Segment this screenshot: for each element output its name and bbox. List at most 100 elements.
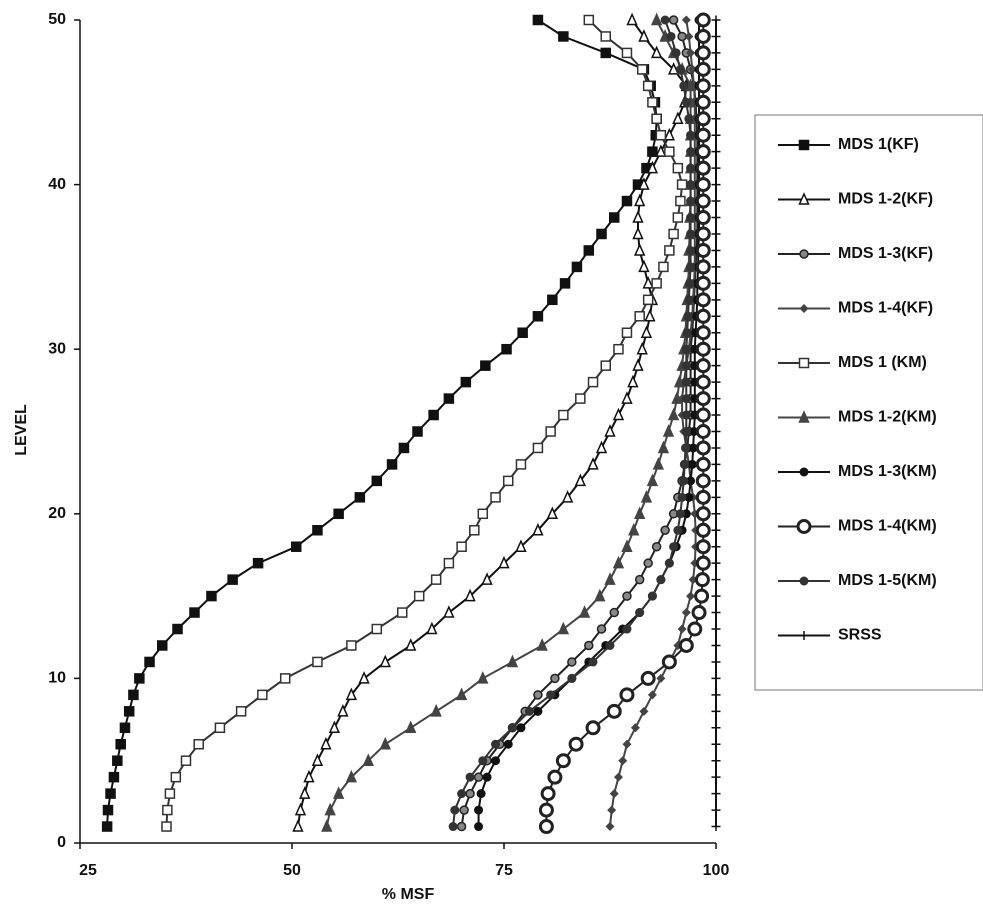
- marker: [320, 736, 332, 750]
- marker: [711, 163, 721, 173]
- legend-label: MDS 1-2(KF): [838, 191, 933, 208]
- marker: [646, 473, 659, 487]
- marker: [669, 542, 679, 552]
- marker: [469, 525, 480, 536]
- marker: [532, 522, 544, 536]
- marker: [681, 377, 691, 387]
- marker: [647, 690, 657, 700]
- marker: [180, 755, 192, 766]
- marker: [695, 407, 711, 423]
- marker: [459, 805, 469, 815]
- x-tick-label: 75: [495, 862, 513, 879]
- marker: [681, 344, 691, 354]
- marker: [292, 819, 304, 832]
- marker: [477, 508, 489, 520]
- marker: [711, 147, 721, 157]
- marker: [672, 212, 684, 223]
- marker: [235, 706, 247, 717]
- marker: [798, 139, 810, 151]
- marker: [172, 623, 183, 635]
- marker: [354, 492, 366, 503]
- marker: [115, 738, 126, 750]
- marker: [164, 788, 176, 799]
- marker: [680, 443, 690, 453]
- marker: [430, 703, 442, 717]
- series-line: [460, 19, 699, 827]
- marker: [516, 723, 526, 733]
- marker: [609, 789, 619, 799]
- marker: [568, 736, 584, 752]
- marker: [332, 786, 345, 799]
- marker: [134, 673, 145, 684]
- marker: [798, 357, 810, 369]
- marker: [618, 756, 628, 766]
- marker: [102, 804, 114, 816]
- marker: [681, 410, 691, 420]
- marker: [638, 259, 650, 273]
- y-tick-label: 40: [48, 176, 66, 193]
- marker: [686, 48, 696, 58]
- marker: [695, 144, 711, 160]
- marker: [622, 739, 632, 749]
- marker: [695, 259, 711, 275]
- marker: [711, 673, 721, 683]
- marker: [634, 311, 645, 322]
- marker: [647, 591, 657, 601]
- y-tick-label: 50: [48, 11, 66, 28]
- marker: [524, 706, 534, 716]
- marker: [123, 706, 135, 717]
- marker: [695, 61, 711, 77]
- marker: [671, 48, 681, 58]
- marker: [686, 262, 696, 272]
- marker: [677, 624, 687, 634]
- marker: [600, 47, 612, 59]
- marker: [362, 753, 374, 766]
- marker: [379, 736, 391, 750]
- marker: [686, 147, 696, 157]
- marker: [695, 12, 711, 28]
- series-line: [545, 20, 705, 827]
- marker: [711, 690, 721, 700]
- marker: [695, 308, 711, 324]
- legend-label: MDS 1-3(KM): [838, 463, 937, 480]
- marker: [711, 822, 721, 832]
- series-line: [106, 19, 658, 827]
- marker: [430, 574, 442, 585]
- marker: [685, 278, 695, 288]
- marker: [558, 31, 569, 42]
- marker: [695, 555, 711, 571]
- series: [609, 19, 697, 827]
- marker: [695, 391, 711, 407]
- marker: [695, 539, 711, 555]
- marker: [711, 509, 721, 519]
- marker: [345, 687, 358, 701]
- marker: [681, 394, 691, 404]
- marker: [686, 213, 696, 223]
- marker: [474, 822, 484, 832]
- marker: [345, 769, 358, 783]
- marker: [711, 361, 721, 371]
- marker: [711, 640, 721, 650]
- marker: [538, 819, 554, 835]
- marker: [480, 360, 491, 371]
- marker: [490, 492, 501, 503]
- marker: [695, 440, 711, 456]
- legend-label: MDS 1-4(KF): [838, 300, 933, 317]
- marker: [640, 325, 653, 338]
- marker: [695, 193, 711, 209]
- marker: [503, 739, 513, 749]
- y-tick-label: 10: [48, 670, 66, 687]
- marker: [658, 261, 669, 273]
- marker: [162, 804, 173, 816]
- marker: [684, 492, 694, 502]
- marker: [587, 457, 599, 470]
- marker: [540, 786, 556, 802]
- marker: [650, 12, 663, 26]
- marker: [450, 805, 460, 815]
- marker: [675, 509, 685, 519]
- marker: [650, 45, 663, 59]
- marker: [571, 261, 583, 273]
- marker: [678, 637, 694, 653]
- marker: [632, 226, 644, 240]
- marker: [574, 473, 586, 487]
